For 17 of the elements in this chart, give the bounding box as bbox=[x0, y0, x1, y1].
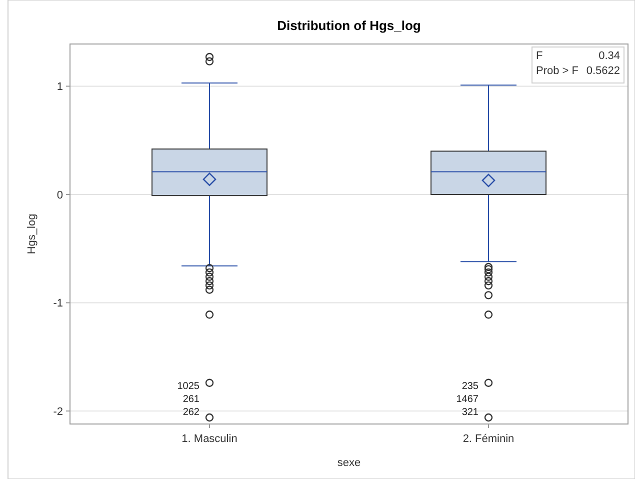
y-axis-title: Hgs_log bbox=[26, 214, 38, 254]
x-tick-label: 2. Féminin bbox=[462, 433, 514, 445]
x-tick-label: 1. Masculin bbox=[182, 433, 238, 445]
annotation: Prob > F 0.5622 bbox=[536, 65, 620, 77]
y-tick-label: 1 bbox=[56, 81, 63, 94]
y-tick-label: -1 bbox=[53, 298, 63, 310]
annotation: 261 bbox=[182, 394, 200, 406]
annotation: 262 bbox=[182, 407, 200, 418]
annotation: 1025 bbox=[177, 381, 200, 392]
y-tick-label: 0 bbox=[56, 189, 63, 202]
x-axis-title: sexe bbox=[337, 457, 361, 469]
annotation: 235 bbox=[462, 381, 479, 392]
annotation: 321 bbox=[462, 407, 479, 418]
y-tick-label: -2 bbox=[53, 406, 63, 418]
text: F 0.34 bbox=[536, 50, 620, 62]
annotation: 1467 bbox=[456, 394, 479, 406]
chart-title: Distribution of Hgs_log bbox=[277, 18, 421, 33]
